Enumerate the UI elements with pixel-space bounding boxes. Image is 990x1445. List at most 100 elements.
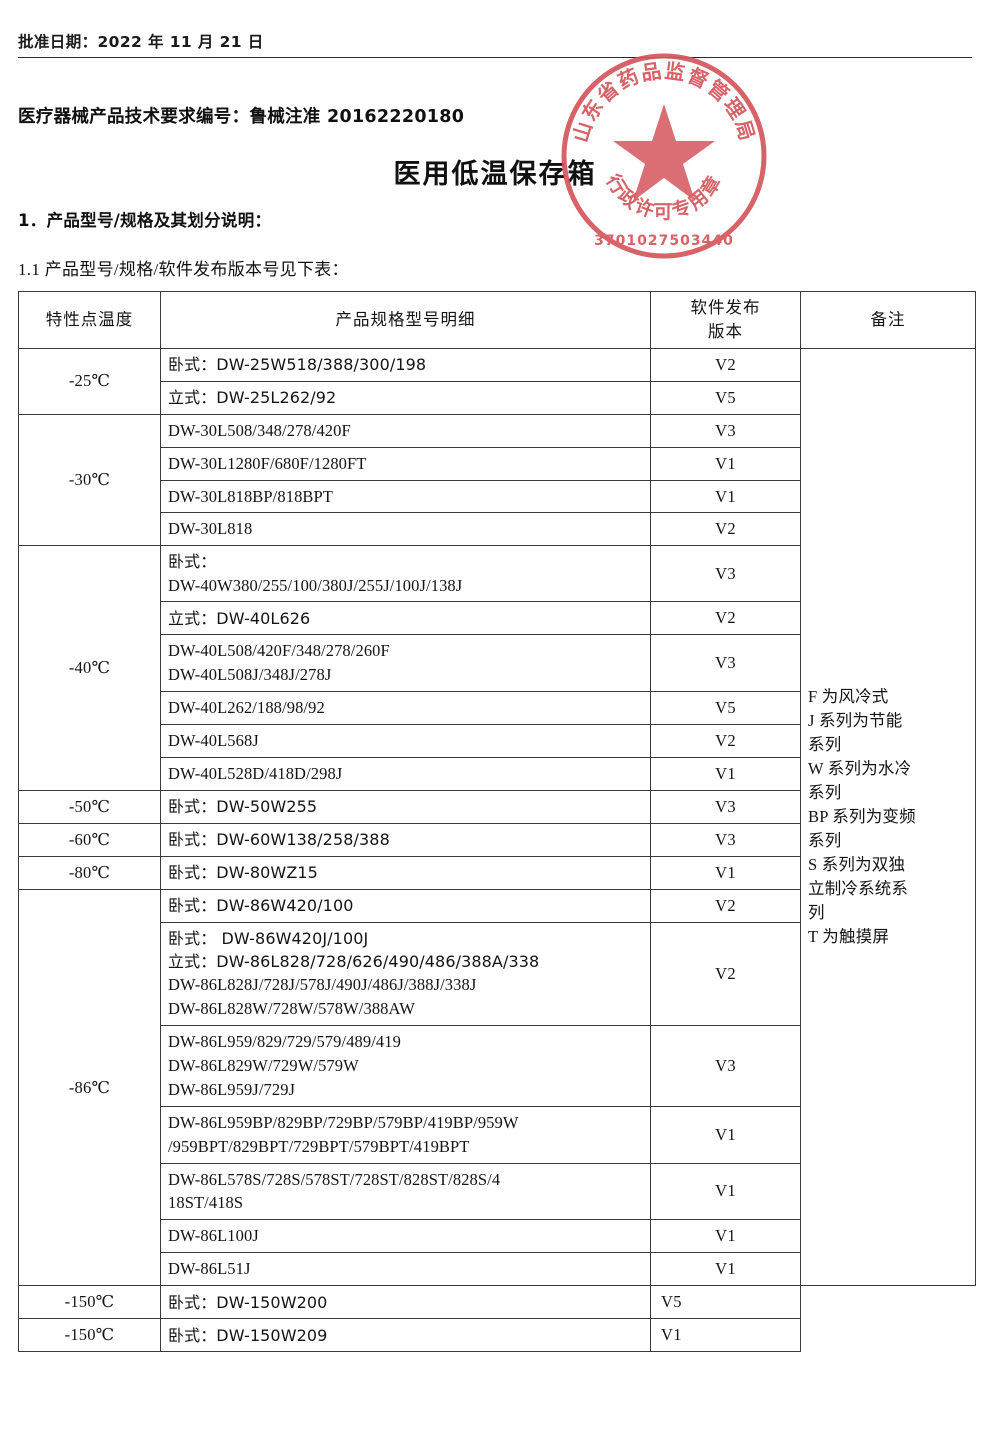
cell-model-list: DW-30L818BP/818BPT xyxy=(160,479,651,514)
model-line: DW-86L100J xyxy=(168,1226,259,1246)
model-line: DW-40L568J xyxy=(168,731,259,751)
cell-model-list: DW-40L508/420F/348/278/260F DW-40L508J/34… xyxy=(160,634,651,693)
cell-model-list: 立式：DW-40L626 xyxy=(160,601,651,636)
model-line: DW-30L818 xyxy=(168,519,253,539)
cell-software-version: V3 xyxy=(650,790,801,824)
cell-model-list: 卧式：DW-25W518/388/300/198 xyxy=(160,347,651,382)
cell-model-list: 卧式：DW-86W420/100 xyxy=(160,888,651,923)
cell-model-list: 卧式：DW-50W255 xyxy=(160,790,651,824)
cell-model-list: DW-30L508/348/278/420F xyxy=(160,413,651,448)
model-line: DW-30L1280F/680F/1280FT xyxy=(168,453,367,473)
table-row: 卧式： DW-86W420J/100J 立式：DW-86L828/728/626/… xyxy=(19,921,976,1026)
cell-model-list: 卧式： DW-86W420J/100J 立式：DW-86L828/728/626/… xyxy=(160,921,651,1026)
model-line: DW-40L262/188/98/92 xyxy=(168,698,325,718)
cell-temperature: -150℃ xyxy=(18,1318,161,1353)
header-divider xyxy=(18,57,972,58)
model-line: DW-40L508J/348J/278J xyxy=(168,665,332,685)
svg-text:3701027503440: 3701027503440 xyxy=(594,233,734,249)
cell-model-list: DW-86L959/829/729/579/489/419 DW-86L829W/… xyxy=(160,1024,651,1107)
cell-software-version: V3 xyxy=(650,634,801,693)
table-body: -25℃ 卧式：DW-25W518/388/300/198 V2 F 为风冷式 J 系列… xyxy=(18,347,976,1353)
cell-software-version: V1 xyxy=(650,1105,801,1164)
model-line: 卧式：DW-150W200 xyxy=(168,1292,328,1312)
table-row: 立式：DW-40L626 V2 xyxy=(19,601,976,636)
cell-software-version: V1 xyxy=(650,855,801,890)
model-line: DW-86L959/829/729/579/489/419 xyxy=(168,1031,401,1051)
column-header-software-version: 软件发布 版本 xyxy=(650,291,801,349)
svg-text:山东省药品监督管理局: 山东省药品监督管理局 xyxy=(568,58,760,145)
remark-line: 系列 xyxy=(808,735,842,755)
table-row: -150℃ 卧式：DW-150W200 V5 xyxy=(18,1285,976,1320)
table-row: -50℃ 卧式：DW-50W255 V3 xyxy=(18,790,976,824)
cell-model-list: DW-30L1280F/680F/1280FT xyxy=(160,446,651,481)
software-version-label-line2: 版本 xyxy=(708,321,743,341)
model-line: 卧式：DW-25W518/388/300/198 xyxy=(168,355,427,375)
cell-software-version: V2 xyxy=(650,601,801,636)
model-line: DW-86L959BP/829BP/729BP/579BP/419BP/959W xyxy=(168,1112,519,1132)
table-row: DW-86L578S/728S/578ST/728ST/828ST/828S/4… xyxy=(19,1162,976,1221)
software-version-label-line1: 软件发布 xyxy=(690,298,761,317)
cell-temperature: -60℃ xyxy=(18,822,161,857)
cell-software-version: V1 xyxy=(650,1219,801,1254)
cell-model-list: DW-86L959BP/829BP/729BP/579BP/419BP/959W… xyxy=(160,1105,651,1164)
remark-line: 立制冷系统系 xyxy=(808,878,909,898)
cell-software-version: V2 xyxy=(650,347,801,382)
table-row: DW-86L959/829/729/579/489/419 DW-86L829W/… xyxy=(19,1024,976,1107)
remark-line: F 为风冷式 xyxy=(808,687,889,707)
model-line: DW-30L818BP/818BPT xyxy=(168,486,333,506)
cell-model-list: DW-40L262/188/98/92 xyxy=(160,691,651,726)
table-row: DW-40L528D/418D/298J V1 xyxy=(19,757,976,792)
remark-line: S 系列为双独 xyxy=(808,854,906,874)
table-row: DW-40L568J V2 xyxy=(19,724,976,759)
cell-temperature: -150℃ xyxy=(18,1285,161,1320)
cell-temperature: -40℃ xyxy=(18,545,161,792)
model-line: DW-86L828W/728W/578W/388AW xyxy=(168,999,415,1018)
cell-software-version: V3 xyxy=(650,822,801,857)
page-header: 批准日期：2022 年 11 月 21 日 xyxy=(18,30,972,58)
cell-temperature: -86℃ xyxy=(18,888,161,1287)
cell-temperature: -30℃ xyxy=(18,413,161,547)
approval-date: 批准日期：2022 年 11 月 21 日 xyxy=(18,33,264,51)
table-row: DW-86L51J V1 xyxy=(19,1252,976,1287)
cell-software-version: V1 xyxy=(650,1162,801,1221)
table-row: DW-40L508/420F/348/278/260F DW-40L508J/34… xyxy=(19,634,976,693)
model-line: DW-86L578S/728S/578ST/728ST/828ST/828S/4 xyxy=(168,1169,501,1189)
cell-model-list: 立式：DW-25L262/92 xyxy=(160,380,651,415)
cell-model-list: 卧式：DW-150W209 xyxy=(160,1318,651,1353)
column-header-remark: 备注 xyxy=(800,291,976,349)
model-line: DW-86L828J/728J/578J/490J/486J/388J/338J xyxy=(168,975,477,995)
cell-remarks: F 为风冷式 J 系列为节能 系列 W 系列为水冷 系列 BP 系列为变频 系列 S 系列为双… xyxy=(800,347,976,1287)
model-line: 卧式： xyxy=(168,552,217,572)
cell-model-list: DW-40L528D/418D/298J xyxy=(160,757,651,792)
cell-temperature: -80℃ xyxy=(18,855,161,890)
page-title: 医用低温保存箱 xyxy=(393,159,597,190)
model-line: 立式：DW-25L262/92 xyxy=(168,388,337,408)
table-header-row: 特性点温度 产品规格型号明细 软件发布 版本 备注 xyxy=(18,291,976,349)
table-row: DW-86L100J V1 xyxy=(19,1219,976,1254)
table-row: DW-30L1280F/680F/1280FT V1 xyxy=(19,446,976,481)
cell-model-list: DW-86L578S/728S/578ST/728ST/828ST/828S/4… xyxy=(160,1162,651,1221)
cell-software-version: V2 xyxy=(650,921,801,1026)
remark-line: BP 系列为变频 xyxy=(808,807,916,827)
model-line: DW-40L528D/418D/298J xyxy=(168,764,343,784)
remark-line: J 系列为节能 xyxy=(808,711,903,731)
model-line: 立式：DW-86L828/728/626/490/486/388A/338 xyxy=(168,951,540,971)
model-line: 卧式：DW-50W255 xyxy=(168,797,318,817)
model-line: DW-40W380/255/100/380J/255J/100J/138J xyxy=(168,575,463,595)
table-row: -86℃ 卧式：DW-86W420/100 V2 xyxy=(18,888,976,1287)
cell-software-version: V3 xyxy=(650,545,801,603)
remark-line: 系列 xyxy=(808,830,842,850)
model-line: DW-40L508/420F/348/278/260F xyxy=(168,641,390,661)
document-number: 医疗器械产品技术要求编号：鲁械注准 20162220180 xyxy=(18,107,465,127)
model-line: 18ST/418S xyxy=(168,1193,244,1213)
cell-model-list: 卧式：DW-60W138/258/388 xyxy=(160,822,651,857)
model-line: 卧式： DW-86W420J/100J xyxy=(168,928,369,948)
product-spec-table: 特性点温度 产品规格型号明细 软件发布 版本 备注 -25℃ 卧式：DW-25W5… xyxy=(18,291,976,1353)
section-1-heading: 1．产品型号/规格及其划分说明： xyxy=(18,211,272,230)
cell-software-version: V5 xyxy=(650,691,801,726)
table-row: -30℃ DW-30L508/348/278/420F V3 xyxy=(18,413,976,547)
cell-model-list: 卧式： DW-40W380/255/100/380J/255J/100J/138J xyxy=(160,545,651,603)
cell-software-version: V1 xyxy=(650,446,801,481)
cell-software-version: V2 xyxy=(650,512,801,547)
table-row: -40℃ 卧式： DW-40W380/255/100/380J/255J/100J/… xyxy=(18,545,976,792)
